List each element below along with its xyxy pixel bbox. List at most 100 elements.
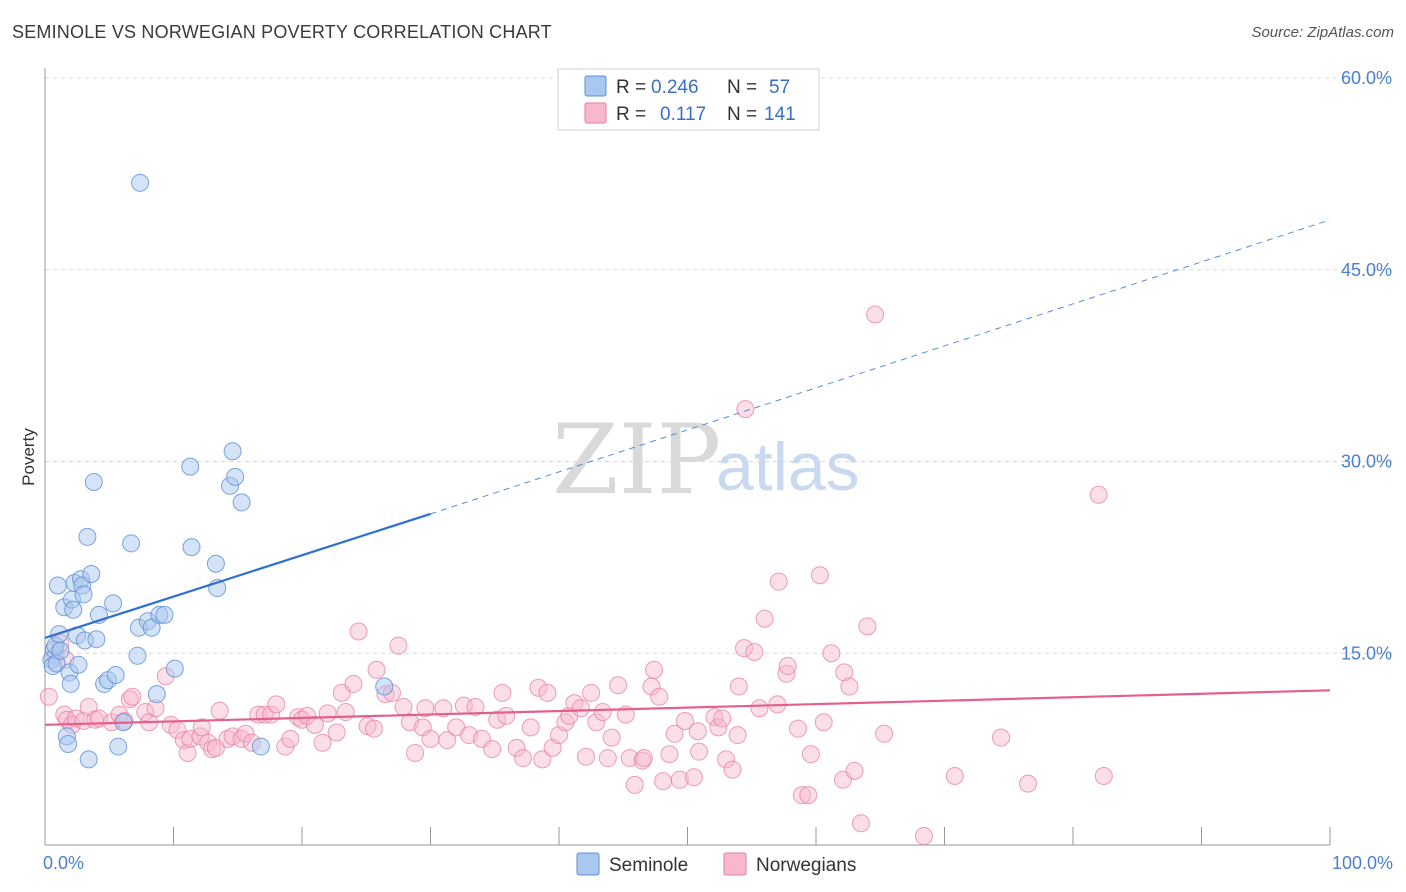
x-tick-label-max: 100.0% <box>1332 853 1393 873</box>
legend-norwegian-n-value: 141 <box>764 104 796 125</box>
norwegian-point <box>267 695 286 714</box>
norwegian-point <box>39 687 58 706</box>
norwegian-point <box>576 747 595 766</box>
norwegian-point <box>434 699 453 718</box>
norwegian-point <box>1094 766 1113 785</box>
seminole-point <box>109 737 128 756</box>
norwegian-point <box>914 827 933 846</box>
norwegian-point <box>945 766 964 785</box>
norwegian-point <box>840 677 859 696</box>
seminole-point <box>104 594 123 613</box>
legend-seminole-n-value: 57 <box>769 77 790 98</box>
norwegian-point <box>497 706 516 725</box>
norwegian-point <box>670 770 689 789</box>
norwegian-point <box>789 719 808 738</box>
norwegian-point <box>389 636 408 655</box>
seminole-point <box>74 585 93 604</box>
legend-seminole-r-label: R = <box>616 77 646 98</box>
norwegian-point <box>729 677 748 696</box>
norwegian-point <box>344 674 363 693</box>
legend-seminole-swatch <box>584 75 607 97</box>
norwegian-point <box>769 572 788 591</box>
norwegian-point <box>327 723 346 742</box>
norwegian-point <box>755 609 774 628</box>
norwegian-point <box>845 761 864 780</box>
norwegian-point <box>822 644 841 663</box>
seminole-point <box>223 442 242 461</box>
norwegian-point <box>713 709 732 728</box>
norwegian-point <box>777 664 796 683</box>
y-axis-title: Poverty <box>19 428 38 486</box>
seminole-point <box>82 564 101 583</box>
seminole-point <box>78 527 97 546</box>
norwegian-point <box>875 724 894 743</box>
y-tick-label-60: 60.0% <box>1341 68 1392 88</box>
norwegian-point <box>625 775 644 794</box>
legend-norwegian-r-value: 0.117 <box>660 104 706 125</box>
norwegian-point <box>529 678 548 697</box>
seminole-point <box>79 750 98 769</box>
seminole-point <box>206 554 225 573</box>
norwegian-point <box>665 724 684 743</box>
seminole-point <box>232 493 251 512</box>
norwegian-point <box>406 743 425 762</box>
seminole-point <box>51 641 70 660</box>
seminole-point <box>69 655 88 674</box>
norwegian-point <box>74 712 93 731</box>
norwegian-point <box>514 749 533 768</box>
norwegian-point <box>634 749 653 768</box>
norwegian-point <box>507 738 526 757</box>
seminole-point <box>106 665 125 684</box>
legend-seminole-n-label: N = <box>727 77 757 98</box>
norwegian-point <box>192 718 211 737</box>
norwegian-point <box>688 722 707 741</box>
y-tick-label-45: 45.0% <box>1341 260 1392 280</box>
seminole-point <box>59 735 78 754</box>
trend-lines <box>44 219 1331 726</box>
x-tick-label-min: 0.0% <box>43 853 84 873</box>
seminole-point <box>375 677 394 696</box>
norwegian-point <box>538 683 557 702</box>
norwegian-point <box>416 699 435 718</box>
seminole-trend-line <box>44 512 431 639</box>
norwegian-point <box>609 676 628 695</box>
norwegian-point <box>1019 774 1038 793</box>
seminole-point <box>155 605 174 624</box>
seminole-point <box>128 646 147 665</box>
seminole-point <box>251 737 270 756</box>
seminole-point <box>61 674 80 693</box>
seminole-point <box>131 173 150 192</box>
bottom-legend-seminole-swatch <box>576 852 600 876</box>
norwegian-point <box>181 729 200 748</box>
norwegian-point <box>305 715 324 734</box>
norwegian-point <box>675 712 694 731</box>
norwegian-point <box>394 697 413 716</box>
norwegian-point <box>318 704 337 723</box>
seminole-point <box>226 467 245 486</box>
norwegian-point <box>705 708 724 727</box>
norwegian-point <box>866 305 885 324</box>
grid-lines <box>45 77 1392 654</box>
norwegian-point <box>281 729 300 748</box>
norwegian-point <box>1089 485 1108 504</box>
bottom-legend-norwegian-swatch <box>723 852 747 876</box>
seminole-point <box>165 659 184 678</box>
norwegian-point <box>735 639 754 658</box>
norwegian-point <box>654 772 673 791</box>
norwegian-point <box>349 622 368 641</box>
legend-norwegian-n-label: N = <box>727 104 757 125</box>
axes <box>44 68 1331 846</box>
seminole-points <box>42 173 394 769</box>
norwegian-point <box>728 726 747 745</box>
norwegian-point <box>723 760 742 779</box>
norwegian-point <box>438 731 457 750</box>
y-tick-label-15: 15.0% <box>1341 643 1392 663</box>
norwegian-point <box>364 719 383 738</box>
bottom-legend-seminole-label: Seminole <box>609 855 688 876</box>
source-label: Source: ZipAtlas.com <box>1251 24 1394 41</box>
legend-seminole-r-value: 0.246 <box>651 77 699 98</box>
norwegian-point <box>593 703 612 722</box>
norwegian-point <box>210 701 229 720</box>
norwegian-point <box>488 710 507 729</box>
